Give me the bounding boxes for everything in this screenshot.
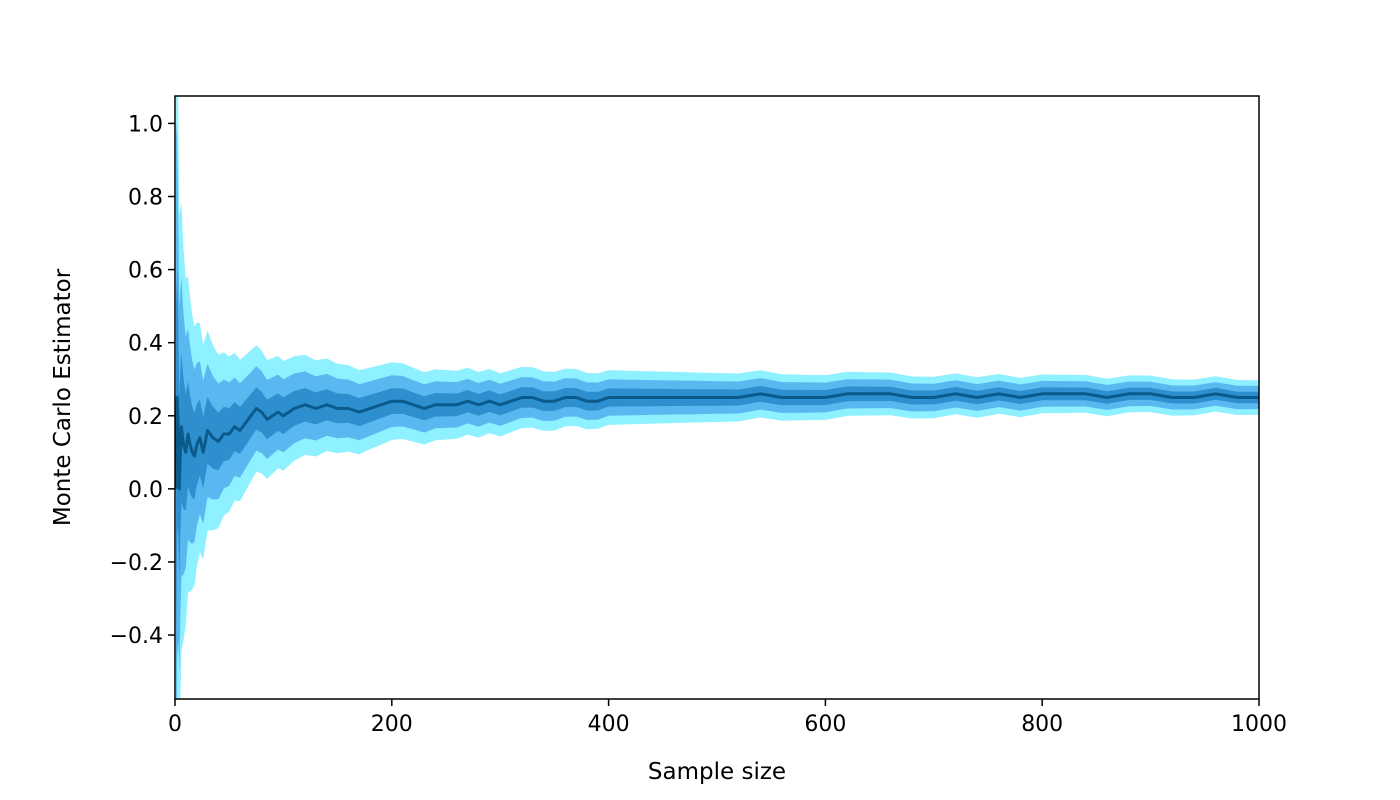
y-tick-label: 0.6 [128,259,163,284]
x-tick-label: 200 [371,712,413,737]
x-tick-label: 0 [168,712,182,737]
x-tick-label: 800 [1021,712,1063,737]
estimate-line [175,392,1259,491]
estimate-line-layer [175,392,1259,491]
plot-frame [174,95,1260,700]
y-axis-ticks: −0.4 −0.2 0.0 0.2 0.4 0.6 0.8 1.0 [110,112,175,649]
y-tick-label: −0.2 [110,551,163,576]
x-tick-label: 600 [804,712,846,737]
x-axis-label: Sample size [648,759,786,785]
y-tick-label: 0.0 [128,478,163,503]
confidence-bands [176,96,1259,699]
y-tick-label: −0.4 [110,624,163,649]
x-tick-label: 1000 [1231,712,1287,737]
y-axis-label: Monte Carlo Estimator [50,268,76,526]
band-inner [176,268,1259,672]
y-tick-label: 1.0 [128,112,163,137]
y-tick-label: 0.4 [128,332,163,357]
band-middle [176,123,1259,699]
x-tick-label: 400 [588,712,630,737]
x-axis-ticks: 0 200 400 600 800 1000 [168,699,1287,737]
y-tick-label: 0.8 [128,186,163,211]
y-tick-label: 0.2 [128,405,163,430]
